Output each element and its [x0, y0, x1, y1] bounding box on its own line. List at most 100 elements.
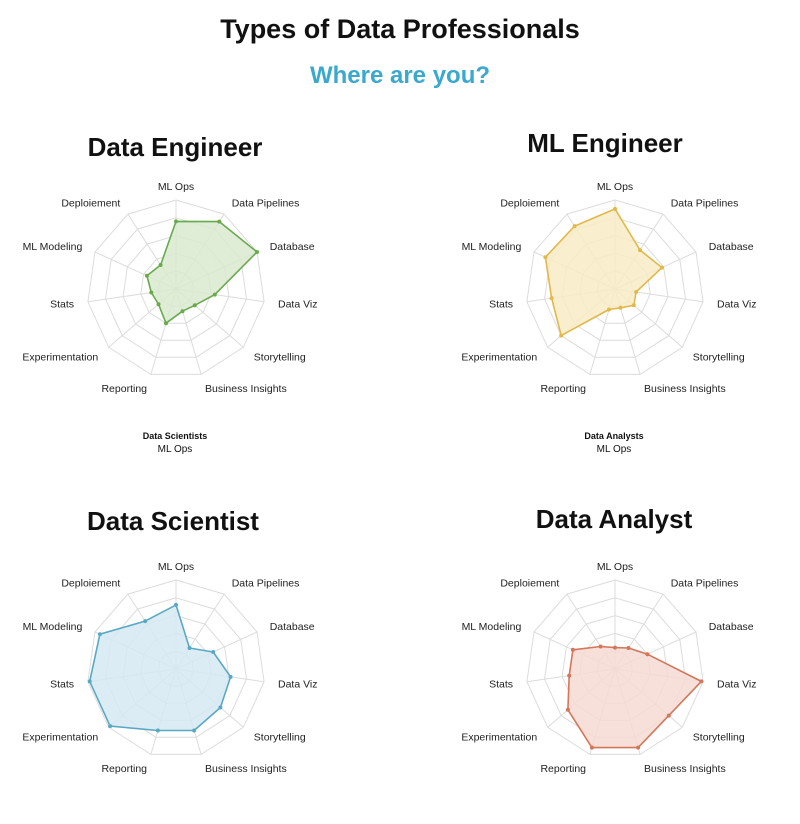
data-point-reporting — [155, 728, 160, 733]
data-point-storytelling — [192, 303, 197, 308]
footnote-left-bold: Data Scientists — [142, 431, 208, 441]
series-area — [544, 208, 663, 337]
axis-label-experimentation: Experimentation — [461, 352, 537, 364]
grid-ring — [526, 579, 704, 755]
axis-label-ml-ops: ML Ops — [597, 181, 633, 193]
data-point-business-insights — [636, 745, 641, 750]
chart-title-data-scientist: Data Scientist — [87, 506, 259, 536]
axis-label-storytelling: Storytelling — [254, 352, 306, 364]
data-point-ml-modeling — [97, 632, 102, 637]
axis-label-ml-ops: ML Ops — [158, 181, 194, 193]
data-point-data-viz — [212, 292, 217, 297]
data-point-data-viz — [228, 674, 233, 679]
grid-ring — [87, 199, 265, 375]
axis-label-stats: Stats — [50, 679, 74, 691]
axis-label-deploiement: Deploiement — [61, 197, 120, 209]
axis-label-data-viz: Data Viz — [717, 679, 757, 691]
axis-label-stats: Stats — [489, 679, 513, 691]
data-point-data-pipelines — [187, 646, 192, 650]
footnote-right: Data Analysts ML Ops — [514, 430, 714, 456]
data-point-business-insights — [180, 309, 185, 314]
data-point-storytelling — [666, 713, 671, 718]
data-point-storytelling — [631, 303, 636, 308]
data-point-ml-ops — [174, 219, 178, 224]
data-point-data-pipelines — [638, 248, 642, 253]
data-point-deploiement — [572, 224, 577, 229]
chart-title-data-engineer: Data Engineer — [87, 132, 263, 162]
data-point-data-pipelines — [626, 646, 631, 650]
data-point-ml-modeling — [570, 647, 575, 652]
footnote-right-bold: Data Analysts — [584, 431, 644, 441]
data-point-ml-ops — [613, 645, 617, 650]
data-point-storytelling — [218, 705, 223, 710]
grid-ring — [526, 199, 704, 375]
axis-label-stats: Stats — [50, 299, 74, 311]
axis-label-experimentation: Experimentation — [22, 732, 98, 744]
axis-label-stats: Stats — [489, 299, 513, 311]
data-point-reporting — [589, 745, 594, 750]
radar-chart-data-engineer: ML Ops Data Pipelines Database Data Viz Stor… — [22, 181, 317, 395]
axis-label-data-pipelines: Data Pipelines — [671, 577, 739, 589]
data-point-database — [645, 652, 650, 657]
data-point-ml-ops — [613, 206, 617, 211]
axis-label-data-pipelines: Data Pipelines — [671, 197, 739, 209]
data-point-stats — [567, 673, 572, 678]
data-point-business-insights — [192, 728, 197, 733]
axis-label-experimentation: Experimentation — [22, 352, 98, 364]
data-point-data-pipelines — [217, 219, 222, 224]
axis-label-database: Database — [709, 241, 754, 253]
data-point-database — [660, 265, 664, 270]
axis-label-database: Database — [270, 621, 315, 633]
data-point-deploiement — [158, 263, 163, 267]
data-point-database — [255, 250, 259, 254]
axis-label-storytelling: Storytelling — [693, 732, 745, 744]
data-point-stats — [149, 290, 154, 295]
axis-label-business-insights: Business Insights — [644, 383, 726, 395]
axis-label-deploiement: Deploiement — [61, 577, 120, 589]
footnote-right-text: ML Ops — [596, 444, 632, 455]
axis-label-database: Database — [709, 621, 754, 633]
data-point-business-insights — [618, 305, 623, 310]
axis-label-data-viz: Data Viz — [278, 299, 318, 311]
radar-chart-ml-engineer: ML Ops Data Pipelines Database Data Viz Stor… — [461, 181, 756, 395]
data-point-experimentation — [559, 333, 564, 338]
axis-label-data-pipelines: Data Pipelines — [232, 197, 300, 209]
axis-label-ml-modeling: ML Modeling — [462, 621, 522, 633]
axis-label-reporting: Reporting — [101, 763, 147, 775]
axis-label-ml-modeling: ML Modeling — [23, 241, 83, 253]
axis-label-business-insights: Business Insights — [205, 763, 287, 775]
axis-label-experimentation: Experimentation — [461, 732, 537, 744]
axis-label-database: Database — [270, 241, 315, 253]
data-point-data-viz — [699, 679, 704, 684]
data-point-deploiement — [143, 619, 148, 624]
axis-label-business-insights: Business Insights — [205, 383, 287, 395]
series-area — [88, 604, 232, 732]
chart-title-ml-engineer: ML Engineer — [527, 128, 683, 158]
data-point-experimentation — [108, 724, 113, 729]
data-point-stats — [87, 679, 92, 684]
page-subtitle: Where are you? — [309, 62, 491, 89]
data-point-deploiement — [598, 644, 603, 649]
footnote-left-text: ML Ops — [157, 444, 193, 455]
axis-label-data-pipelines: Data Pipelines — [232, 577, 300, 589]
data-point-ml-ops — [174, 602, 178, 607]
axis-label-deploiement: Deploiement — [500, 577, 559, 589]
data-point-experimentation — [565, 707, 570, 712]
axis-label-reporting: Reporting — [101, 383, 147, 395]
axis-label-deploiement: Deploiement — [500, 197, 559, 209]
axis-label-ml-ops: ML Ops — [158, 561, 194, 573]
grid-ring — [87, 579, 265, 755]
axis-label-ml-modeling: ML Modeling — [23, 621, 83, 633]
data-point-reporting — [607, 307, 611, 312]
axis-label-ml-ops: ML Ops — [597, 561, 633, 573]
axis-label-reporting: Reporting — [540, 763, 586, 775]
radar-chart-data-analyst: ML Ops Data Pipelines Database Data Viz Stor… — [461, 561, 756, 775]
axis-label-ml-modeling: ML Modeling — [462, 241, 522, 253]
series-area — [146, 220, 258, 325]
page-title: Types of Data Professionals — [220, 14, 580, 44]
data-point-stats — [549, 296, 554, 301]
data-point-reporting — [164, 321, 168, 326]
data-point-ml-modeling — [144, 273, 149, 278]
axis-label-business-insights: Business Insights — [644, 763, 726, 775]
axis-label-data-viz: Data Viz — [717, 299, 757, 311]
